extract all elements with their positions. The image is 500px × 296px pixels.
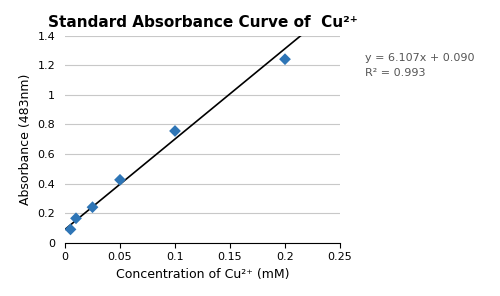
Point [88, 205, 96, 210]
Y-axis label: Absorbance (483nm): Absorbance (483nm) [19, 73, 32, 205]
X-axis label: Concentration of Cu²⁺ (mM): Concentration of Cu²⁺ (mM) [116, 268, 289, 281]
Point [281, 57, 289, 62]
Point [72, 216, 80, 221]
Point [171, 128, 179, 133]
Text: y = 6.107x + 0.090
R² = 0.993: y = 6.107x + 0.090 R² = 0.993 [365, 53, 474, 78]
Point [66, 227, 74, 232]
Point [116, 177, 124, 182]
Title: Standard Absorbance Curve of  Cu²⁺: Standard Absorbance Curve of Cu²⁺ [48, 15, 358, 30]
